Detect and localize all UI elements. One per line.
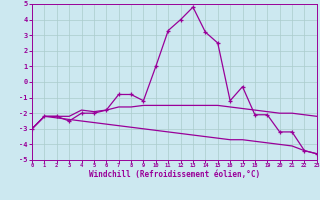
X-axis label: Windchill (Refroidissement éolien,°C): Windchill (Refroidissement éolien,°C) — [89, 170, 260, 179]
